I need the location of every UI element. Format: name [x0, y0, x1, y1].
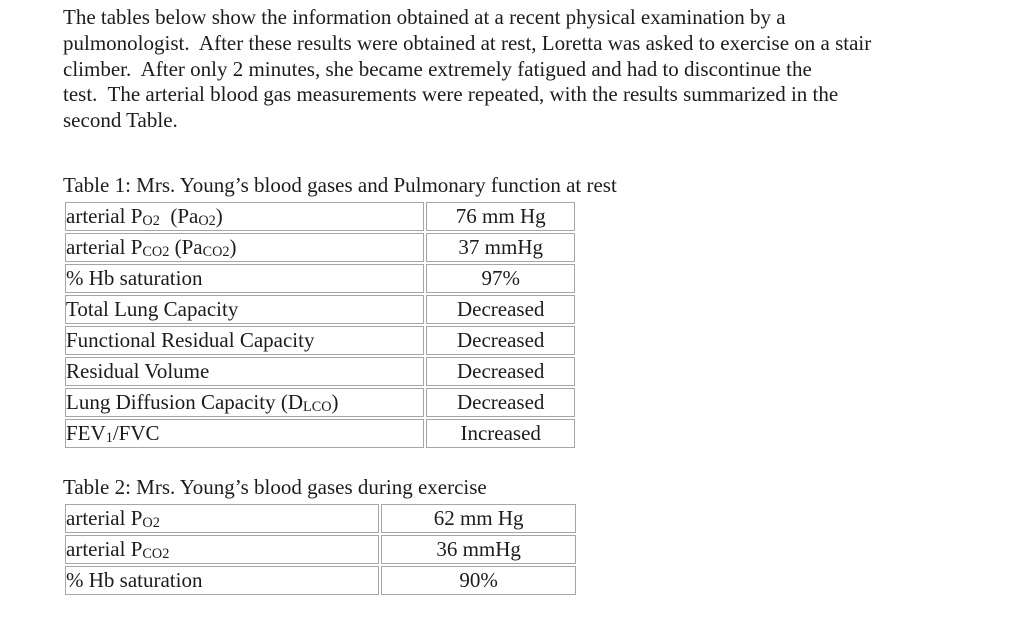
- table-row-value: 37 mmHg: [426, 233, 575, 262]
- table-row: Residual Volume Decreased: [65, 357, 575, 386]
- table-row: arterial PCO2 (PaCO2) 37 mmHg: [65, 233, 575, 262]
- paragraph-line: pulmonologist. After these results were …: [63, 30, 872, 55]
- table-1: arterial PO2 (PaO2) 76 mm Hg arterial PC…: [63, 200, 577, 450]
- table-row-label: Lung Diffusion Capacity (DLCO): [65, 388, 425, 417]
- table-row: FEV1/FVC Increased: [65, 419, 575, 448]
- table-row: Lung Diffusion Capacity (DLCO) Decreased: [65, 388, 575, 417]
- paragraph-line: test. The arterial blood gas measurement…: [63, 82, 839, 107]
- table-row-value: Decreased: [426, 295, 575, 324]
- intro-paragraph: The tables below show the information ob…: [63, 5, 871, 134]
- table-row-value: 76 mm Hg: [426, 202, 575, 231]
- table-row: arterial PO2 62 mm Hg: [65, 504, 576, 533]
- table-row: arterial PCO2 36 mmHg: [65, 535, 576, 564]
- table-row-value: Decreased: [426, 388, 575, 417]
- table-row-value: 90%: [381, 566, 576, 595]
- table-row-label: arterial PO2 (PaO2): [65, 202, 425, 231]
- table-1-caption: Table 1: Mrs. Young’s blood gases and Pu…: [63, 173, 617, 197]
- table-row-label: Residual Volume: [65, 357, 425, 386]
- table-row-label: Total Lung Capacity: [65, 295, 425, 324]
- table-row: Total Lung Capacity Decreased: [65, 295, 575, 324]
- table-row-label: Functional Residual Capacity: [65, 326, 425, 355]
- paragraph-line: second Table.: [63, 108, 178, 133]
- table-row-value: Increased: [426, 419, 575, 448]
- table-row-value: 97%: [426, 264, 575, 293]
- paragraph-line: climber. After only 2 minutes, she becam…: [63, 56, 812, 81]
- table-row: % Hb saturation 90%: [65, 566, 576, 595]
- table-row-label: arterial PCO2 (PaCO2): [65, 233, 425, 262]
- table-row-value: Decreased: [426, 326, 575, 355]
- table-row-value: 62 mm Hg: [381, 504, 576, 533]
- table-row: Functional Residual Capacity Decreased: [65, 326, 575, 355]
- table-row-label: arterial PCO2: [65, 535, 380, 564]
- table-2-caption: Table 2: Mrs. Young’s blood gases during…: [63, 475, 487, 499]
- paragraph-line: The tables below show the information ob…: [63, 5, 786, 29]
- table-row-label: % Hb saturation: [65, 566, 380, 595]
- table-2: arterial PO2 62 mm Hg arterial PCO2 36 m…: [63, 502, 578, 597]
- table-row-label: arterial PO2: [65, 504, 380, 533]
- table-row: % Hb saturation 97%: [65, 264, 575, 293]
- table-row-label: % Hb saturation: [65, 264, 425, 293]
- table-row: arterial PO2 (PaO2) 76 mm Hg: [65, 202, 575, 231]
- table-row-value: Decreased: [426, 357, 575, 386]
- table-row-value: 36 mmHg: [381, 535, 576, 564]
- table-row-label: FEV1/FVC: [65, 419, 425, 448]
